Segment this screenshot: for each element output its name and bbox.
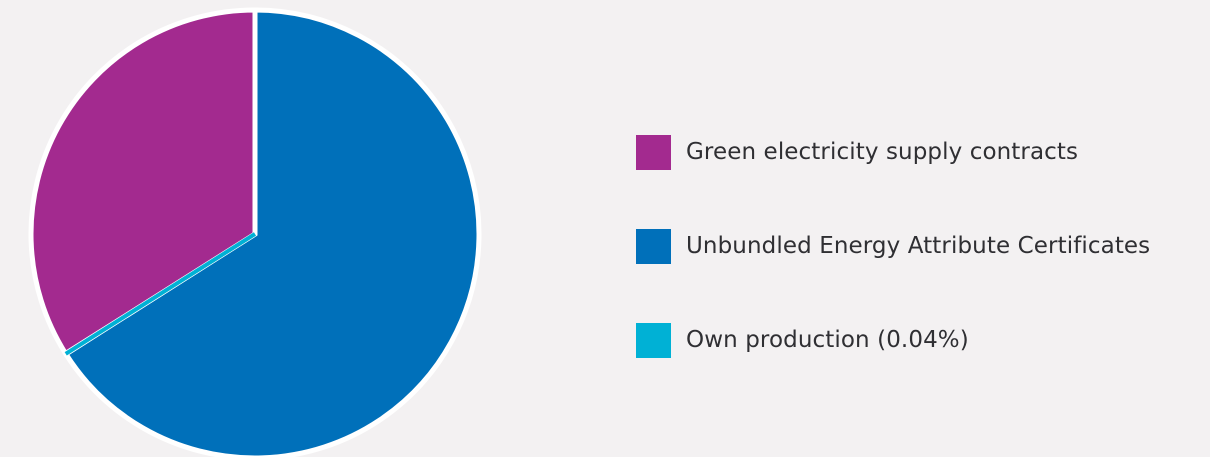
pie-chart: [0, 0, 500, 457]
pie-slices: [31, 10, 479, 457]
pie-chart-svg: [0, 0, 500, 457]
legend-swatch: [636, 323, 671, 358]
legend-item: Green electricity supply contracts: [636, 134, 1196, 170]
chart-legend: Green electricity supply contracts Unbund…: [636, 134, 1196, 358]
legend-swatch: [636, 229, 671, 264]
legend-swatch: [636, 135, 671, 170]
legend-item: Unbundled Energy Attribute Certificates: [636, 228, 1196, 264]
legend-label: Own production (0.04%): [686, 327, 969, 353]
legend-label: Unbundled Energy Attribute Certificates: [686, 233, 1150, 259]
legend-item: Own production (0.04%): [636, 322, 1196, 358]
legend-label: Green electricity supply contracts: [686, 139, 1078, 165]
